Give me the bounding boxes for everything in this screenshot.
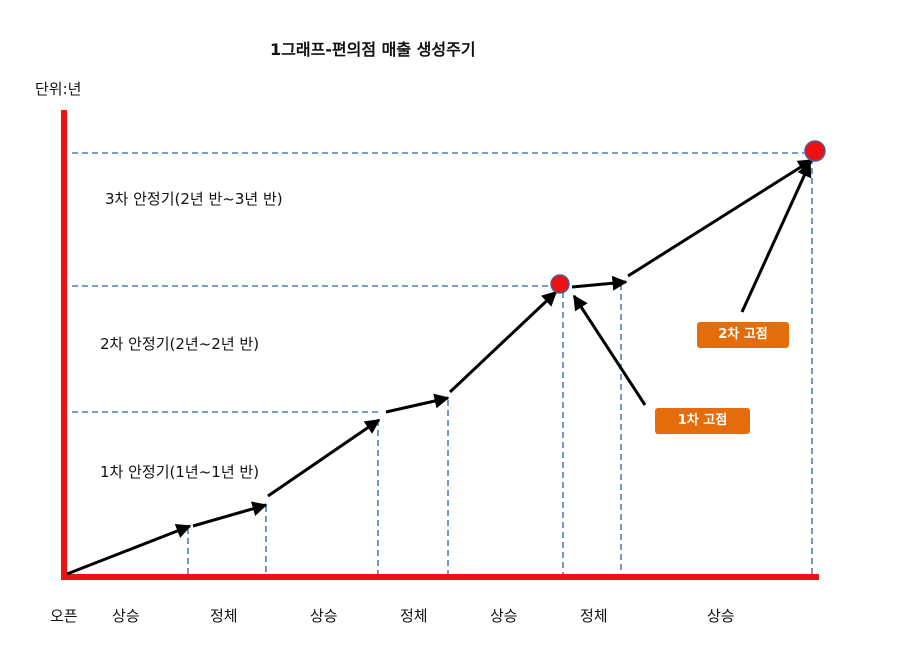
trend-arrows: [66, 158, 814, 576]
stage-label-3: 3차 안정기(2년 반~3년 반): [105, 190, 283, 208]
x-label-rise-3: 상승: [490, 607, 518, 625]
callout-arrow-1: [572, 294, 647, 406]
callout-peak-2: 2차 고점: [697, 322, 789, 348]
trend-arrow-3: [267, 418, 381, 498]
x-label-rise-4: 상승: [707, 607, 735, 625]
x-label-rise-2: 상승: [310, 607, 338, 625]
unit-label: 단위:년: [35, 80, 82, 98]
trend-arrow-4: [385, 393, 450, 414]
stage-label-2: 2차 안정기(2년~2년 반): [100, 335, 260, 353]
x-label-rise-1: 상승: [112, 607, 140, 625]
horizontal-guides: [72, 152, 815, 413]
trend-arrow-7: [627, 158, 814, 278]
diagram-title: 1그래프-편의점 매출 생성주기: [270, 40, 476, 59]
x-axis: [61, 574, 819, 580]
callout-arrow-2: [740, 161, 812, 313]
stage-label-1: 1차 안정기(1년~1년 반): [100, 463, 260, 481]
peak-marker-1: [550, 274, 570, 294]
trend-arrow-5: [448, 290, 558, 394]
trend-arrow-1: [66, 523, 192, 576]
y-axis: [61, 110, 67, 580]
trend-arrow-6: [571, 275, 628, 291]
callout-peak-1: 1차 고점: [655, 408, 750, 434]
x-label-stall-2: 정체: [400, 607, 428, 625]
x-label-open: 오픈: [50, 607, 78, 625]
peak-marker-2: [804, 140, 826, 162]
x-label-stall-3: 정체: [580, 607, 608, 625]
vertical-guides: [187, 158, 813, 576]
x-label-stall-1: 정체: [210, 607, 238, 625]
trend-arrow-2: [192, 501, 268, 528]
